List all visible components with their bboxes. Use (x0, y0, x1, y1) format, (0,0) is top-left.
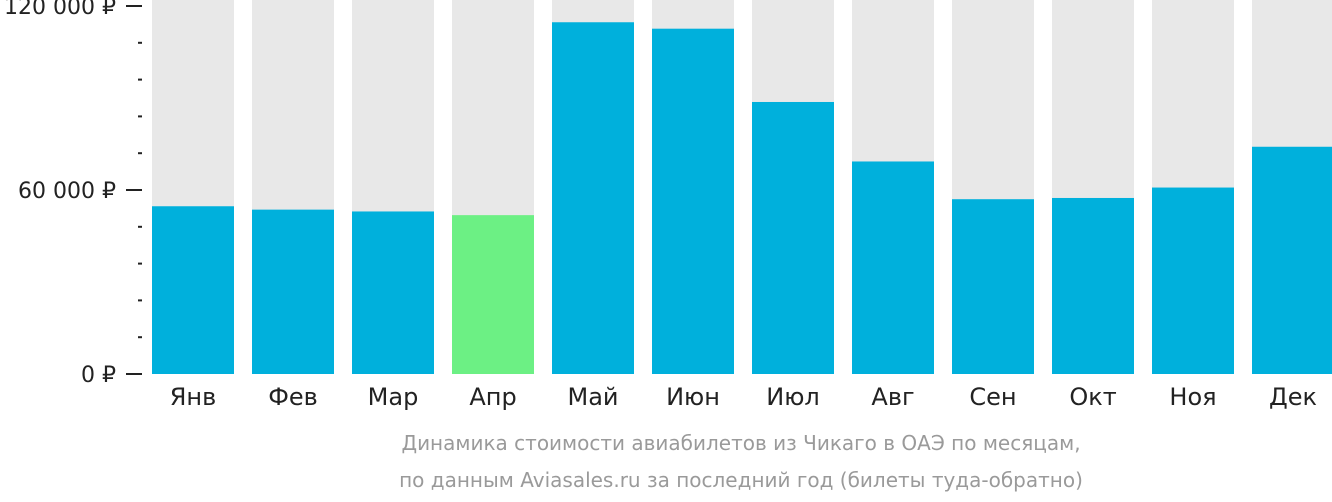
x-tick-label-8: Авг (871, 383, 914, 411)
bar-9 (952, 199, 1034, 374)
caption-line-1: Динамика стоимости авиабилетов из Чикаго… (401, 431, 1080, 455)
chart-caption: Динамика стоимости авиабилетов из Чикаго… (399, 431, 1083, 492)
x-tick-label-12: Дек (1269, 383, 1317, 411)
x-tick-label-7: Июл (766, 383, 820, 411)
x-tick-label-10: Окт (1069, 383, 1116, 411)
caption-line-2: по данным Aviasales.ru за последний год … (399, 468, 1083, 492)
x-tick-label-2: Фев (268, 383, 318, 411)
x-tick-label-3: Мар (368, 383, 419, 411)
bar-10 (1052, 197, 1134, 374)
bar-1 (152, 206, 234, 374)
bar-4 (452, 215, 534, 374)
data-bars (152, 22, 1332, 375)
bar-8 (852, 161, 934, 374)
x-tick-label-6: Июн (666, 383, 720, 411)
bar-7 (752, 101, 834, 374)
x-tick-label-4: Апр (469, 383, 516, 411)
x-tick-label-11: Ноя (1169, 383, 1216, 411)
y-tick-label-3: 120 000 ₽ (4, 0, 116, 20)
y-tick-label-1: 0 ₽ (81, 363, 116, 388)
x-tick-label-9: Сен (969, 383, 1016, 411)
bar-5 (552, 22, 634, 375)
x-axis-labels: Янв Фев Мар Апр Май Июн Июл Авг Сен Окт Ноя Дек (170, 383, 1317, 411)
y-tick-label-2: 60 000 ₽ (18, 179, 116, 204)
x-tick-label-5: Май (567, 383, 618, 411)
bar-11 (1152, 187, 1234, 374)
y-axis: 0 ₽ 60 000 ₽ 120 000 ₽ (4, 0, 142, 388)
bar-6 (652, 28, 734, 375)
bar-12 (1252, 146, 1332, 374)
bar-3 (352, 211, 434, 374)
x-tick-label-1: Янв (170, 383, 217, 411)
bar-2 (252, 209, 334, 374)
